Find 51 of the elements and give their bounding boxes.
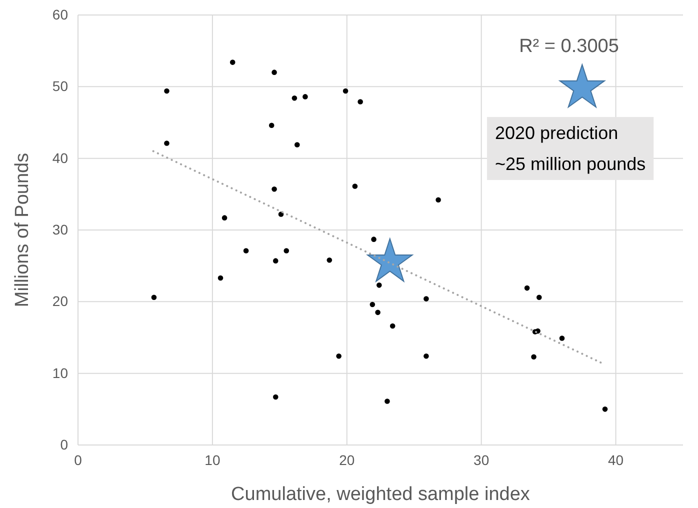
y-tick-label: 30 [52,221,68,238]
x-tick-label: 10 [204,452,220,468]
point [272,186,277,192]
point [164,88,170,94]
point [524,285,530,291]
point [151,294,157,300]
point [531,354,536,360]
point [559,336,565,341]
x-axis-title: Cumulative, weighted sample index [231,484,530,505]
y-tick-label: 20 [52,293,68,310]
point [536,294,542,300]
point [436,197,441,203]
y-tick-label: 0 [60,436,68,452]
point [424,353,429,359]
point [292,95,298,101]
point [336,353,342,359]
point [390,323,396,329]
y-tick-label: 60 [52,6,68,22]
point [376,282,382,288]
point [424,296,429,302]
point [602,406,608,412]
point [375,310,380,316]
point [326,257,332,263]
point [342,88,348,94]
annotation: R² = 0.3005 [519,36,619,57]
x-tick-label: 30 [474,452,490,468]
point [222,215,228,220]
point [243,248,249,254]
point [370,302,376,308]
y-tick-label: 40 [52,150,68,166]
y-tick-label: 50 [52,78,68,94]
annotation: 2020 prediction ~25 million pounds [495,123,646,174]
point [384,398,390,404]
point [272,258,278,264]
x-tick-label: 20 [339,452,355,468]
y-axis-title: Millions of Pounds [12,152,33,308]
point [358,99,363,104]
point [268,122,274,128]
point [272,70,277,75]
point [294,142,300,148]
point [218,275,224,281]
point [164,140,170,146]
point [352,184,358,189]
point [302,94,308,100]
x-tick-label: 0 [74,452,82,468]
point [284,248,290,254]
point [371,236,376,242]
point [272,394,278,400]
y-tick-label: 10 [52,364,68,381]
x-tick-label: 40 [608,452,624,468]
point [230,60,236,65]
